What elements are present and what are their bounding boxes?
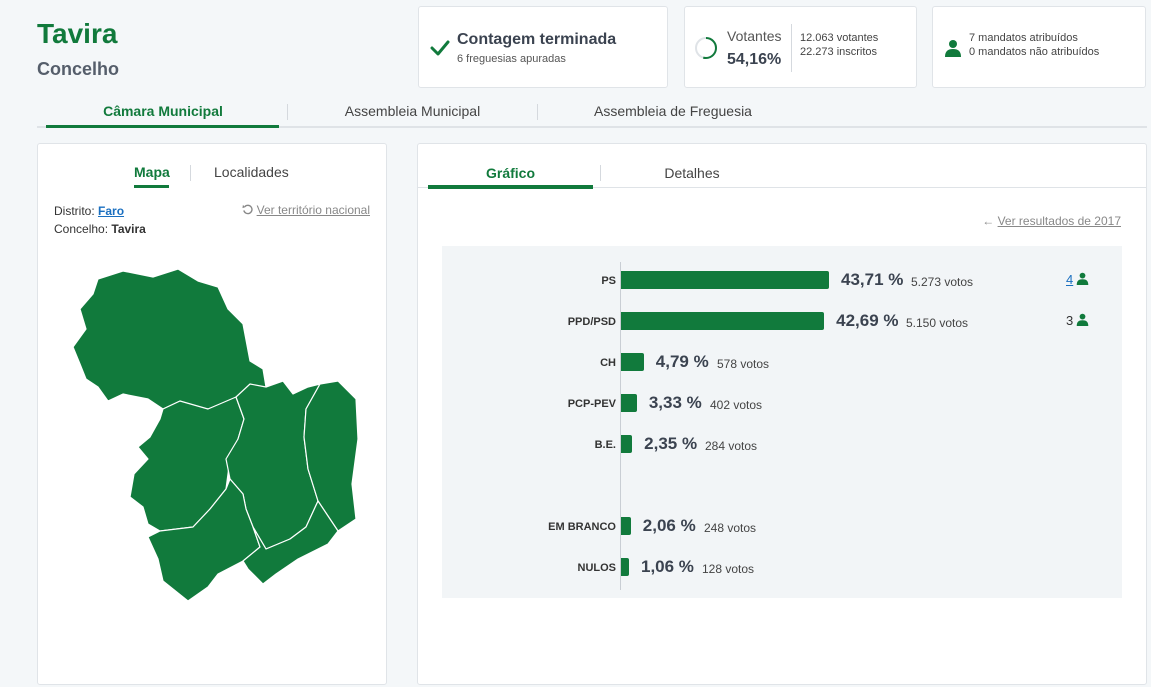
bar[interactable] <box>621 271 829 289</box>
municipality-map[interactable] <box>68 269 358 614</box>
bar-votes: 578 votos <box>717 357 770 371</box>
bar-votes: 284 votos <box>705 439 758 453</box>
map-parish <box>72 269 267 410</box>
bar-label: B.E. <box>594 439 616 451</box>
chart-row: NULOS 1,06 % 128 votos <box>442 557 1122 578</box>
voters-count: 12.063 votantes <box>800 32 879 44</box>
bar-percent: 2,06 % <box>642 516 696 535</box>
chart-row: PCP-PEV 3,33 % 402 votos <box>442 393 1122 414</box>
tab-camara-municipal[interactable]: Câmara Municipal <box>103 103 223 119</box>
bar-label: PS <box>601 275 616 287</box>
mandates-card: 7 mandatos atribuídos 0 mandatos não atr… <box>932 6 1146 88</box>
active-tab-underline <box>134 185 169 188</box>
bar[interactable] <box>621 312 825 330</box>
tab-divider <box>537 104 538 120</box>
map-panel: Mapa Localidades Distrito: Faro Concelho… <box>37 143 387 685</box>
chart-axis <box>620 262 621 590</box>
bar-votes: 128 votos <box>702 562 755 576</box>
arrow-left-icon: ← <box>982 214 995 228</box>
bar-votes: 248 votos <box>704 521 757 535</box>
bar-label: PPD/PSD <box>567 316 616 328</box>
bar[interactable] <box>621 435 633 453</box>
results-chart: PS 43,71 % 5.273 votos 4 PPD/PSD 42,69 % 5.150… <box>442 246 1122 598</box>
bar-percent: 42,69 % <box>836 311 899 330</box>
map-parish <box>303 380 358 532</box>
bar[interactable] <box>621 517 631 535</box>
bar-label: NULOS <box>577 562 617 574</box>
municipality-label: Concelho: <box>54 222 109 236</box>
seat-number: 4 <box>1066 272 1074 287</box>
tab-localidades[interactable]: Localidades <box>214 164 289 180</box>
bar-percent: 43,71 % <box>841 270 904 289</box>
bar-percent: 4,79 % <box>655 352 709 371</box>
national-link-label: Ver território nacional <box>256 203 370 217</box>
previous-results-link[interactable]: ← Ver resultados de 2017 <box>982 214 1121 228</box>
chart-row: CH 4,79 % 578 votos <box>442 352 1122 373</box>
registered-count: 22.273 inscritos <box>800 46 878 58</box>
seat-count[interactable]: 4 <box>1066 272 1089 287</box>
bar[interactable] <box>621 558 629 576</box>
seat-number: 3 <box>1066 313 1074 328</box>
tab-divider <box>287 104 288 120</box>
bar-votes: 5.273 votos <box>911 275 974 289</box>
tab-divider <box>600 165 601 181</box>
check-icon <box>430 40 450 56</box>
turnout-percent: 54,16% <box>727 51 782 68</box>
count-status-title: Contagem terminada <box>457 31 617 48</box>
count-status-card: Contagem terminada 6 freguesias apuradas <box>418 6 668 88</box>
bar[interactable] <box>621 394 637 412</box>
previous-results-label: Ver resultados de 2017 <box>997 214 1121 228</box>
district-label: Distrito: <box>54 204 95 218</box>
person-icon <box>1073 272 1089 287</box>
chart-row: EM BRANCO 2,06 % 248 votos <box>442 516 1122 537</box>
national-territory-link[interactable]: Ver território nacional <box>242 203 370 217</box>
tab-assembleia-municipal[interactable]: Assembleia Municipal <box>344 103 481 119</box>
bar-percent: 2,35 % <box>644 434 698 453</box>
page-title: Tavira <box>37 18 118 49</box>
municipality-name: Tavira <box>111 222 146 236</box>
divider <box>791 24 792 72</box>
election-tabs: Câmara Municipal Assembleia Municipal As… <box>37 96 1147 128</box>
active-tab-underline <box>46 125 279 128</box>
person-icon <box>945 40 961 57</box>
results-panel: Gráfico Detalhes ← Ver resultados de 201… <box>417 143 1147 685</box>
turnout-ring-icon <box>695 37 717 59</box>
bar-votes: 402 votos <box>710 398 763 412</box>
chart-row: B.E. 2,35 % 284 votos <box>442 434 1122 455</box>
bar-label: EM BRANCO <box>548 521 616 533</box>
bar-percent: 1,06 % <box>641 557 694 576</box>
chart-row: PS 43,71 % 5.273 votos 4 <box>442 270 1122 291</box>
tab-mapa[interactable]: Mapa <box>134 164 170 180</box>
active-tab-underline <box>428 185 593 189</box>
turnout-label: Votantes <box>727 28 782 44</box>
district-info: Distrito: Faro <box>54 204 124 218</box>
page-subtitle: Concelho <box>37 59 120 79</box>
turnout-card: Votantes 54,16% 12.063 votantes 22.273 i… <box>684 6 917 88</box>
district-link[interactable]: Faro <box>98 204 125 218</box>
undo-icon <box>242 204 253 215</box>
bar-votes: 5.150 votos <box>906 316 969 330</box>
map-parish <box>147 478 261 602</box>
chart-row: PPD/PSD 42,69 % 5.150 votos 3 <box>442 311 1122 332</box>
bar-percent: 3,33 % <box>648 393 702 412</box>
tabs-baseline <box>418 187 1146 188</box>
tab-divider <box>190 165 191 181</box>
bar-label: CH <box>600 357 616 369</box>
tab-assembleia-freguesia[interactable]: Assembleia de Freguesia <box>594 103 752 119</box>
mandates-assigned: 7 mandatos atribuídos <box>969 32 1078 44</box>
municipality-info: Concelho: Tavira <box>54 222 146 236</box>
mandates-unassigned: 0 mandatos não atribuídos <box>969 46 1100 58</box>
tab-grafico[interactable]: Gráfico <box>485 165 535 181</box>
bar[interactable] <box>621 353 644 371</box>
seat-count: 3 <box>1066 313 1089 328</box>
person-icon <box>1073 313 1089 328</box>
bar-label: PCP-PEV <box>567 398 616 410</box>
map-parish <box>242 500 339 585</box>
tab-detalhes[interactable]: Detalhes <box>664 165 720 181</box>
count-status-sub: 6 freguesias apuradas <box>457 53 566 65</box>
